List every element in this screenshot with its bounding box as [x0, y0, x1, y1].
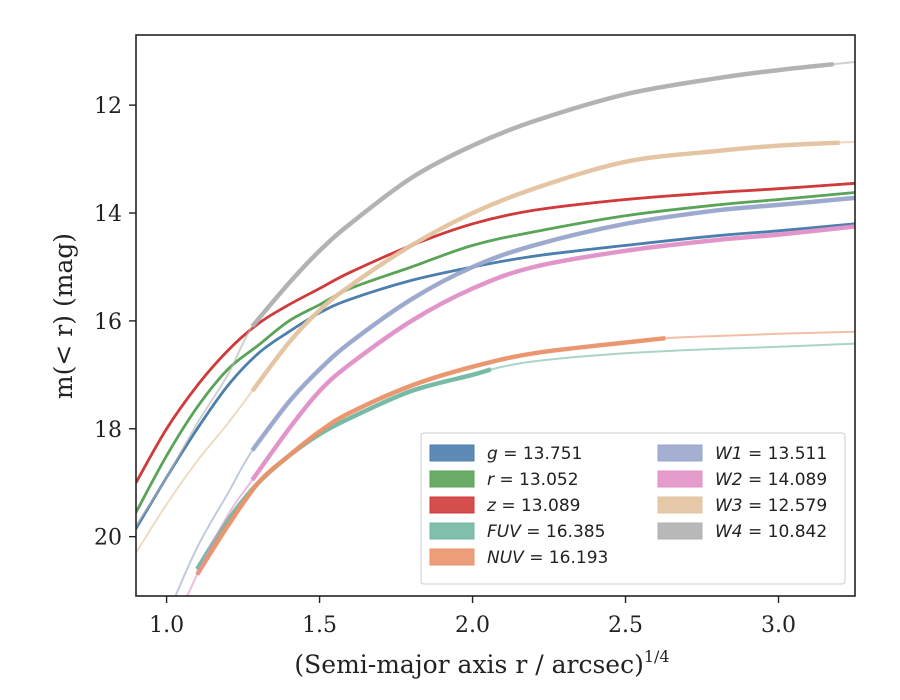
legend-label-r: r = 13.052: [487, 470, 579, 490]
series-band-nuv: [195, 335, 666, 576]
y-tick-label: 14: [94, 202, 122, 227]
series-band-g: [136, 222, 855, 530]
legend-swatch-z: [429, 496, 475, 514]
legend-swatch-w1: [657, 444, 703, 462]
legend-swatch-g: [429, 444, 475, 462]
x-axis: 1.0 1.5 2.0 2.5 3.0: [149, 596, 796, 638]
plot-frame: [135, 34, 856, 597]
y-tick-label: 20: [94, 526, 122, 551]
series-band-w3: [250, 140, 840, 393]
legend-swatch-r: [429, 470, 475, 488]
series-band-r: [136, 191, 855, 514]
legend-swatch-fuv: [429, 522, 475, 540]
x-tick-label: 1.5: [302, 613, 337, 638]
legend-swatch-w4: [657, 522, 703, 540]
legend-swatch-w3: [657, 496, 703, 514]
y-tick-label: 18: [94, 418, 122, 443]
series-band-w1: [250, 195, 855, 452]
y-axis: 12 14 16 18 20: [94, 94, 136, 551]
x-axis-title-superscript: 1/4: [644, 647, 670, 666]
legend-label-w1: W1 = 13.511: [715, 444, 827, 464]
x-tick-label: 2.5: [608, 613, 643, 638]
legend-label-w2: W2 = 14.089: [715, 470, 827, 490]
x-tick-label: 3.0: [761, 613, 796, 638]
legend-swatch-nuv: [429, 548, 475, 566]
series-group: [136, 61, 855, 596]
y-tick-label: 12: [94, 94, 122, 119]
legend-swatch-w2: [657, 470, 703, 488]
x-axis-title: (Semi-major axis r / arcsec)1/4: [294, 647, 669, 679]
legend-box: [420, 432, 846, 585]
y-axis-title: m(< r) (mag): [49, 233, 78, 399]
series-band-z: [136, 181, 855, 484]
x-tick-label: 2.0: [455, 613, 490, 638]
legend-label-nuv: NUV = 16.193: [487, 548, 608, 568]
legend-label-w3: W3 = 12.579: [715, 496, 827, 516]
x-tick-label: 1.0: [149, 613, 184, 638]
legend-label-w4: W4 = 10.842: [715, 522, 827, 542]
y-tick-label: 16: [94, 310, 122, 335]
series-band-w4: [250, 61, 834, 328]
x-axis-title-main: (Semi-major axis r / arcsec): [294, 650, 643, 679]
legend-label-z: z = 13.089: [486, 496, 580, 516]
legend: g = 13.751 r = 13.052 z = 13.089 FUV = 16.3…: [420, 432, 846, 585]
series-band-w2: [250, 224, 855, 482]
legend-label-g: g = 13.751: [487, 444, 582, 464]
legend-label-fuv: FUV = 16.385: [487, 522, 605, 542]
